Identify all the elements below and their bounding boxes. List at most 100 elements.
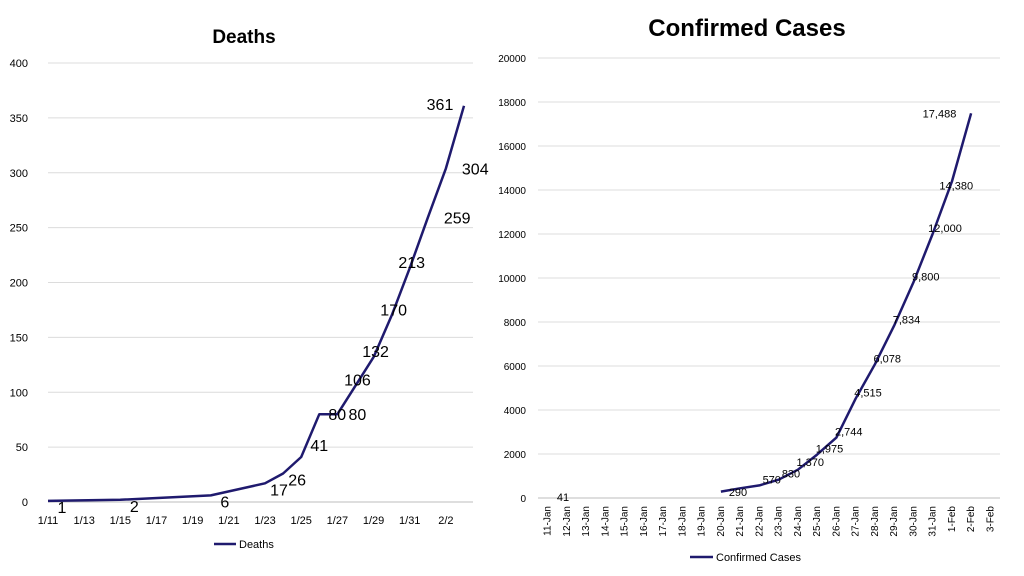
- cases-x-tick-label: 30-Jan: [908, 506, 919, 537]
- cases-x-tick-label: 1-Feb: [947, 506, 958, 533]
- cases-x-tick-label: 16-Jan: [639, 506, 650, 537]
- deaths-y-tick-label: 300: [10, 168, 28, 180]
- deaths-y-tick-label: 350: [10, 113, 28, 125]
- deaths-y-axis: 0 50 100 150 200 250 300 350 400: [10, 58, 28, 509]
- cases-x-tick-label: 27-Jan: [851, 506, 862, 537]
- deaths-series-line: [47, 105, 466, 503]
- cases-series: [720, 112, 973, 493]
- cases-data-label: 1,370: [796, 457, 824, 469]
- cases-x-axis: 11-Jan 12-Jan 13-Jan 14-Jan 15-Jan 16-Jan 17-J…: [543, 506, 997, 537]
- deaths-data-label: 80: [348, 407, 366, 424]
- cases-data-label: 290: [729, 487, 747, 499]
- deaths-x-tick-label: 1/27: [327, 515, 348, 527]
- cases-x-tick-label: 28-Jan: [870, 506, 881, 537]
- deaths-x-tick-label: 1/15: [110, 515, 131, 527]
- cases-data-label: 7,834: [893, 315, 921, 327]
- cases-legend-label: Confirmed Cases: [716, 552, 801, 564]
- cases-x-tick-label: 3-Feb: [985, 506, 996, 533]
- cases-chart-title: Confirmed Cases: [648, 15, 845, 42]
- cases-data-label: 4,515: [854, 388, 882, 400]
- deaths-y-tick-label: 400: [10, 58, 28, 70]
- deaths-data-label: 170: [380, 302, 407, 319]
- deaths-x-tick-label: 1/31: [399, 515, 420, 527]
- cases-y-tick-label: 14000: [498, 186, 526, 197]
- cases-y-axis: 0 2000 4000 6000 8000 10000 12000 14000 16000 180…: [498, 54, 526, 505]
- deaths-gridlines: [48, 62, 473, 503]
- cases-gridlines: [538, 57, 1000, 499]
- deaths-legend: Deaths: [214, 539, 274, 551]
- cases-data-label: 570: [763, 474, 781, 486]
- cases-data-label: 6,078: [873, 353, 901, 365]
- cases-x-tick-label: 22-Jan: [754, 506, 765, 537]
- cases-x-tick-label: 24-Jan: [793, 506, 804, 537]
- cases-y-tick-label: 4000: [504, 406, 527, 417]
- cases-y-tick-label: 12000: [498, 230, 526, 241]
- deaths-x-tick-label: 1/17: [146, 515, 167, 527]
- deaths-data-label: 80: [328, 407, 346, 424]
- cases-x-tick-label: 20-Jan: [716, 506, 727, 537]
- deaths-data-label: 41: [310, 438, 328, 455]
- cases-y-tick-label: 10000: [498, 274, 526, 285]
- cases-x-tick-label: 18-Jan: [677, 506, 688, 537]
- cases-x-tick-label: 12-Jan: [562, 506, 573, 537]
- deaths-y-tick-label: 150: [10, 332, 28, 344]
- deaths-x-axis: 1/11 1/13 1/15 1/17 1/19 1/21 1/23 1/25 1/27 1/29…: [38, 515, 454, 527]
- deaths-x-tick-label: 2/2: [438, 515, 453, 527]
- deaths-y-tick-label: 0: [22, 497, 28, 509]
- deaths-data-label: 361: [427, 97, 454, 114]
- deaths-y-tick-label: 250: [10, 223, 28, 235]
- deaths-data-label: 2: [130, 499, 139, 516]
- cases-x-tick-label: 31-Jan: [928, 506, 939, 537]
- cases-data-label: 12,000: [928, 223, 962, 235]
- deaths-chart: Deaths 0 50 100 150 200 250 300 350 400 1/11 1/13…: [10, 27, 489, 551]
- deaths-legend-label: Deaths: [239, 539, 274, 551]
- deaths-x-tick-label: 1/21: [218, 515, 239, 527]
- cases-x-tick-label: 14-Jan: [600, 506, 611, 537]
- cases-x-tick-label: 19-Jan: [697, 506, 708, 537]
- cases-x-tick-label: 25-Jan: [812, 506, 823, 537]
- deaths-y-tick-label: 50: [16, 442, 28, 454]
- cases-y-tick-label: 0: [520, 494, 526, 505]
- cases-data-label: 17,488: [923, 108, 957, 120]
- cases-x-tick-label: 23-Jan: [774, 506, 785, 537]
- cases-data-label: 1,975: [816, 444, 844, 456]
- deaths-data-label: 6: [220, 494, 229, 511]
- cases-x-tick-label: 2-Feb: [966, 506, 977, 533]
- deaths-x-tick-label: 1/25: [291, 515, 312, 527]
- deaths-y-tick-label: 100: [10, 387, 28, 399]
- deaths-data-label: 17: [270, 482, 288, 499]
- cases-data-label: 14,380: [939, 181, 973, 193]
- cases-x-tick-label: 21-Jan: [735, 506, 746, 537]
- deaths-x-tick-label: 1/19: [182, 515, 203, 527]
- cases-legend: Confirmed Cases: [690, 552, 801, 564]
- deaths-data-label: 106: [344, 373, 371, 390]
- cases-x-tick-label: 11-Jan: [543, 506, 554, 536]
- deaths-data-label: 213: [398, 255, 425, 272]
- deaths-y-tick-label: 200: [10, 278, 28, 290]
- deaths-chart-title: Deaths: [212, 27, 275, 48]
- cases-data-label: 41: [557, 492, 569, 504]
- cases-x-tick-label: 15-Jan: [620, 506, 631, 537]
- deaths-series: [47, 105, 466, 503]
- deaths-x-tick-label: 1/23: [254, 515, 275, 527]
- cases-x-tick-label: 26-Jan: [831, 506, 842, 537]
- cases-y-tick-label: 6000: [504, 362, 527, 373]
- cases-y-tick-label: 16000: [498, 142, 526, 153]
- cases-y-tick-label: 2000: [504, 450, 527, 461]
- cases-x-tick-label: 17-Jan: [658, 506, 669, 537]
- deaths-data-label: 26: [288, 472, 306, 489]
- deaths-data-label: 259: [444, 211, 471, 228]
- cases-y-tick-label: 20000: [498, 54, 526, 65]
- cases-x-tick-label: 29-Jan: [889, 506, 900, 537]
- cases-y-tick-label: 18000: [498, 98, 526, 109]
- cases-chart: Confirmed Cases 0 2000 4000 6000 8000 10000 12…: [498, 15, 1000, 564]
- cases-x-tick-label: 13-Jan: [581, 506, 592, 537]
- deaths-data-label: 304: [462, 161, 489, 178]
- deaths-x-tick-label: 1/13: [73, 515, 94, 527]
- cases-series-line: [720, 112, 973, 493]
- cases-data-label: 9,800: [912, 271, 940, 283]
- cases-data-label: 2,744: [835, 427, 863, 439]
